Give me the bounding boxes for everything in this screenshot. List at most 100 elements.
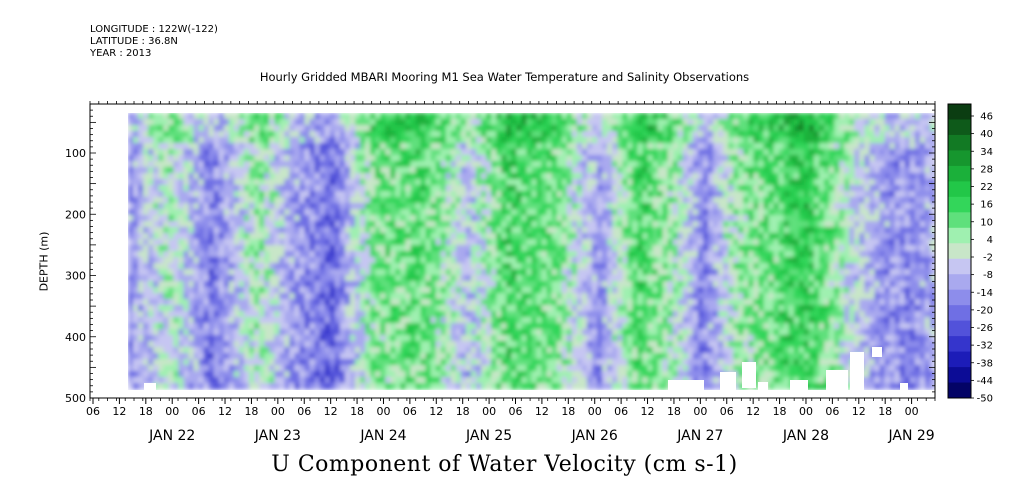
x-hour-tick-label: 18 <box>667 405 681 418</box>
x-hour-tick-label: 00 <box>799 405 813 418</box>
colorbar-level-label: -8 <box>983 270 993 281</box>
year-label: YEAR : 2013 <box>90 48 152 59</box>
x-hour-tick-label: 12 <box>852 405 866 418</box>
colorbar-segment <box>948 134 971 151</box>
missing-data-9 <box>900 383 908 391</box>
colorbar-segment <box>948 227 971 244</box>
x-hour-tick-label: 00 <box>376 405 390 418</box>
colorbar-segment <box>948 181 971 198</box>
colorbar-level-label: 46 <box>980 112 993 123</box>
missing-data-5 <box>790 380 808 390</box>
missing-data-6 <box>826 370 848 390</box>
x-hour-tick-label: 06 <box>825 405 839 418</box>
colorbar-level-label: -26 <box>977 323 993 334</box>
x-hour-tick-label: 06 <box>297 405 311 418</box>
missing-data-2 <box>720 372 736 390</box>
colorbar-level-label: -44 <box>977 376 993 387</box>
missing-data-4 <box>758 382 768 390</box>
x-hour-tick-label: 18 <box>139 405 153 418</box>
colorbar-segment <box>948 367 971 383</box>
colorbar-level-label: 34 <box>980 147 993 158</box>
x-hour-tick-label: 12 <box>324 405 338 418</box>
colorbar: 46 40 34 28 22 16 10 4 -2 -8 -14 -20 -26 -32 -38 -44 -50 <box>947 103 993 405</box>
x-hour-tick-label: 18 <box>878 405 892 418</box>
x-hour-tick-label: 00 <box>905 405 919 418</box>
missing-data-7 <box>850 352 864 390</box>
missing-data-1 <box>668 380 704 390</box>
x-hour-tick-label: 06 <box>614 405 628 418</box>
x-hour-tick-label: 18 <box>244 405 258 418</box>
colorbar-segment <box>948 243 971 260</box>
colorbar-level-label: 10 <box>980 217 993 228</box>
x-hour-tick-label: 12 <box>746 405 760 418</box>
x-day-label: JAN 24 <box>359 428 406 444</box>
longitude-label: LONGITUDE : 122W(-122) <box>90 24 218 35</box>
colorbar-segment <box>948 274 971 291</box>
x-hour-tick-label: 00 <box>588 405 602 418</box>
x-hour-tick-label: 12 <box>641 405 655 418</box>
chart-title: Hourly Gridded MBARI Mooring M1 Sea Wate… <box>259 70 750 84</box>
x-hour-tick-label: 00 <box>693 405 707 418</box>
velocity-cells <box>128 113 935 390</box>
colorbar-segment <box>948 196 971 213</box>
colorbar-segment <box>948 150 971 167</box>
colorbar-level-label: -50 <box>977 394 993 405</box>
y-tick-label: 500 <box>65 392 86 405</box>
x-hour-tick-label: 18 <box>561 405 575 418</box>
colorbar-segment <box>948 258 971 275</box>
colorbar-level-label: -32 <box>977 341 993 352</box>
colorbar-segment <box>948 382 971 399</box>
colorbar-level-label: 22 <box>980 182 993 193</box>
y-tick-label: 300 <box>65 270 86 283</box>
x-hour-tick-label: 06 <box>403 405 417 418</box>
x-hour-tick-label: 06 <box>720 405 734 418</box>
y-tick-label: 200 <box>65 208 86 221</box>
y-tick-label: 400 <box>65 331 86 344</box>
colorbar-segment <box>948 320 971 337</box>
x-day-label: JAN 23 <box>254 428 301 444</box>
colorbar-segment <box>948 119 971 136</box>
colorbar-level-label: -14 <box>977 288 993 299</box>
chart-caption: U Component of Water Velocity (cm s-1) <box>271 452 738 477</box>
colorbar-segment <box>948 289 971 306</box>
x-day-label: JAN 27 <box>676 428 723 444</box>
colorbar-level-label: 40 <box>980 129 993 140</box>
missing-data-8 <box>872 347 882 357</box>
colorbar-segment <box>948 165 971 182</box>
x-hour-tick-label: 00 <box>165 405 179 418</box>
x-hour-tick-label: 06 <box>86 405 100 418</box>
x-day-label: JAN 25 <box>465 428 512 444</box>
x-hour-tick-label: 12 <box>429 405 443 418</box>
x-hour-tick-label: 18 <box>773 405 787 418</box>
colorbar-segment <box>948 212 971 229</box>
x-day-label: JAN 29 <box>887 428 934 444</box>
x-hour-tick-label: 00 <box>482 405 496 418</box>
colorbar-segment <box>948 351 971 368</box>
missing-data-3 <box>742 362 756 388</box>
x-hour-tick-label: 06 <box>509 405 523 418</box>
colorbar-level-label: -38 <box>977 358 993 369</box>
x-day-label: JAN 26 <box>571 428 618 444</box>
x-hour-tick-label: 12 <box>218 405 232 418</box>
x-hour-tick-label: 06 <box>192 405 206 418</box>
colorbar-segment <box>948 336 971 352</box>
colorbar-level-label: 28 <box>980 164 993 175</box>
colorbar-level-label: 4 <box>987 235 993 246</box>
x-day-label: JAN 22 <box>148 428 195 444</box>
velocity-field <box>128 113 935 391</box>
colorbar-frame <box>947 103 972 399</box>
colorbar-level-label: 16 <box>980 200 993 211</box>
colorbar-level-label: -20 <box>977 305 993 316</box>
colorbar-segment <box>948 305 971 322</box>
x-hour-tick-label: 18 <box>456 405 470 418</box>
x-hour-tick-label: 12 <box>535 405 549 418</box>
missing-data-0 <box>144 383 156 391</box>
x-hour-tick-label: 00 <box>271 405 285 418</box>
x-hour-tick-label: 18 <box>350 405 364 418</box>
x-day-label: JAN 28 <box>782 428 829 444</box>
colorbar-segment <box>948 104 971 120</box>
x-hour-tick-label: 12 <box>112 405 126 418</box>
plot-axes: 06 12 18 00 06 12 18 00 06 12 18 00 06 12 18 00 06 12 18 00… <box>65 101 936 444</box>
colorbar-level-label: -2 <box>983 253 993 264</box>
